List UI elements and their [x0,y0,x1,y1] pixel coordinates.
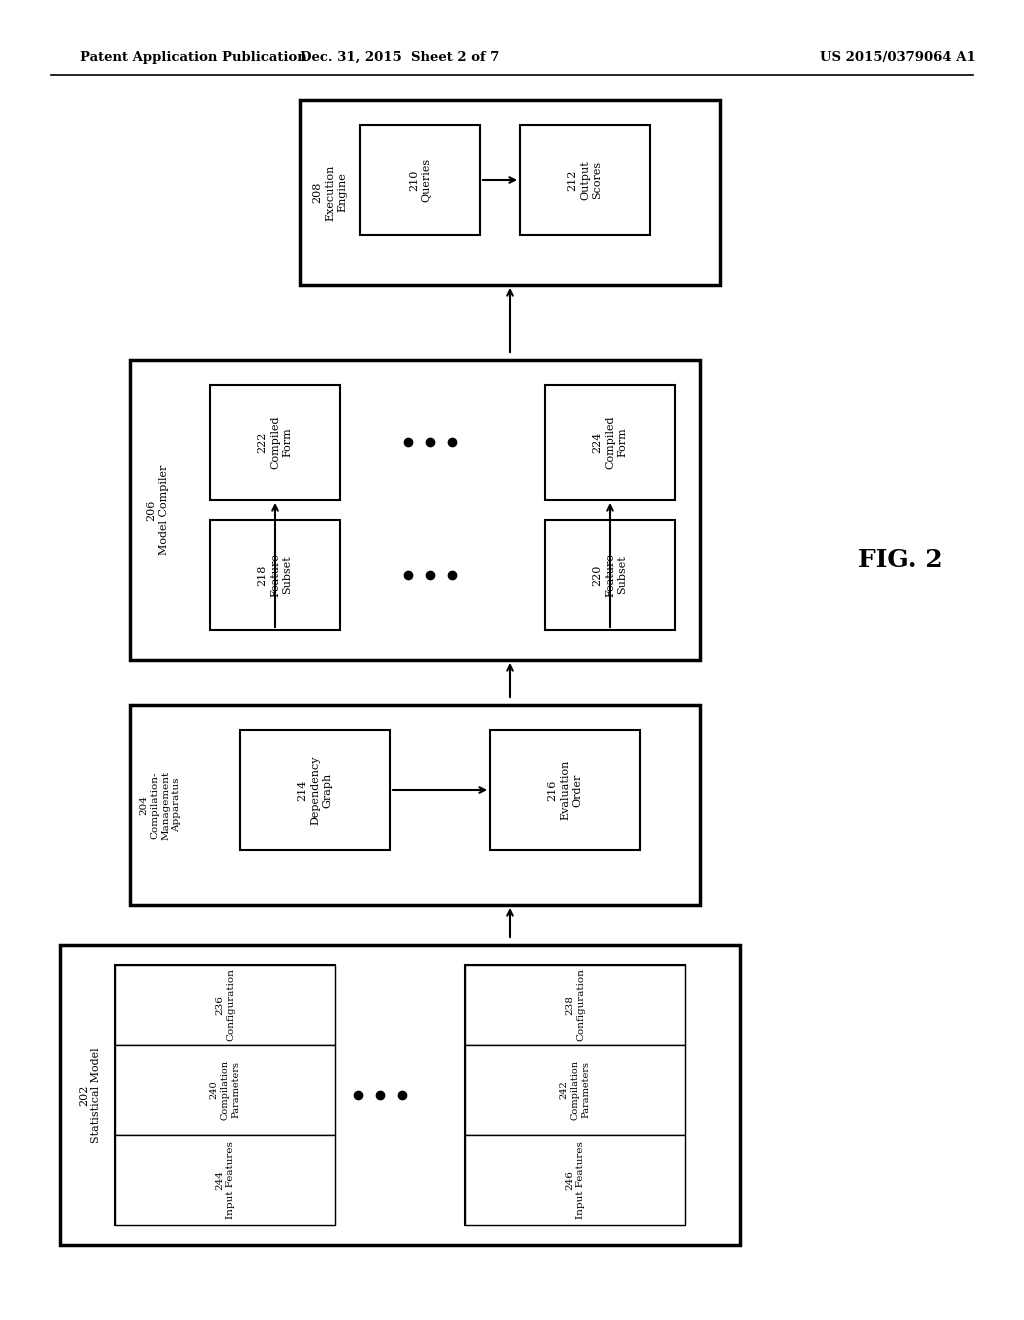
Text: 224
Compiled
Form: 224 Compiled Form [593,416,628,469]
Bar [115,965,335,1045]
Text: 220
Feature
Subset: 220 Feature Subset [593,553,628,597]
Bar [60,945,740,1245]
Bar [465,965,685,1225]
Bar [465,965,685,1045]
Text: 216
Evaluation
Order: 216 Evaluation Order [548,760,583,820]
Text: 206
Model Compiler: 206 Model Compiler [146,465,169,556]
Bar [240,730,390,850]
Bar [115,1135,335,1225]
Bar [545,385,675,500]
Bar [545,520,675,630]
Text: 212
Output
Scores: 212 Output Scores [567,160,602,199]
Text: 210
Queries: 210 Queries [409,158,431,202]
Text: 246
Input Features: 246 Input Features [565,1140,585,1218]
Bar [130,360,700,660]
Text: 214
Dependency
Graph: 214 Dependency Graph [298,755,333,825]
Text: 202
Statistical Model: 202 Statistical Model [79,1047,101,1143]
Bar [130,705,700,906]
Bar [520,125,650,235]
Bar [210,385,340,500]
Bar [210,520,340,630]
Text: 242
Compilation
Parameters: 242 Compilation Parameters [559,1060,591,1119]
Text: 208
Execution
Engine: 208 Execution Engine [312,164,347,220]
Text: 222
Compiled
Form: 222 Compiled Form [258,416,293,469]
Bar [490,730,640,850]
Text: 236
Configuration: 236 Configuration [215,969,236,1041]
Text: 218
Feature
Subset: 218 Feature Subset [258,553,293,597]
Bar [115,965,335,1225]
Text: 240
Compilation
Parameters: 240 Compilation Parameters [209,1060,241,1119]
Bar [465,1045,685,1135]
Bar [300,100,720,285]
Bar [465,1135,685,1225]
Text: Dec. 31, 2015  Sheet 2 of 7: Dec. 31, 2015 Sheet 2 of 7 [300,50,500,63]
Text: US 2015/0379064 A1: US 2015/0379064 A1 [820,50,976,63]
Bar [115,1045,335,1135]
Text: 244
Input Features: 244 Input Features [215,1140,236,1218]
Bar [360,125,480,235]
Text: 204
Compilation-
Management
Apparatus: 204 Compilation- Management Apparatus [139,771,181,840]
Text: Patent Application Publication: Patent Application Publication [80,50,307,63]
Text: 238
Configuration: 238 Configuration [565,969,585,1041]
Text: FIG. 2: FIG. 2 [858,548,942,572]
